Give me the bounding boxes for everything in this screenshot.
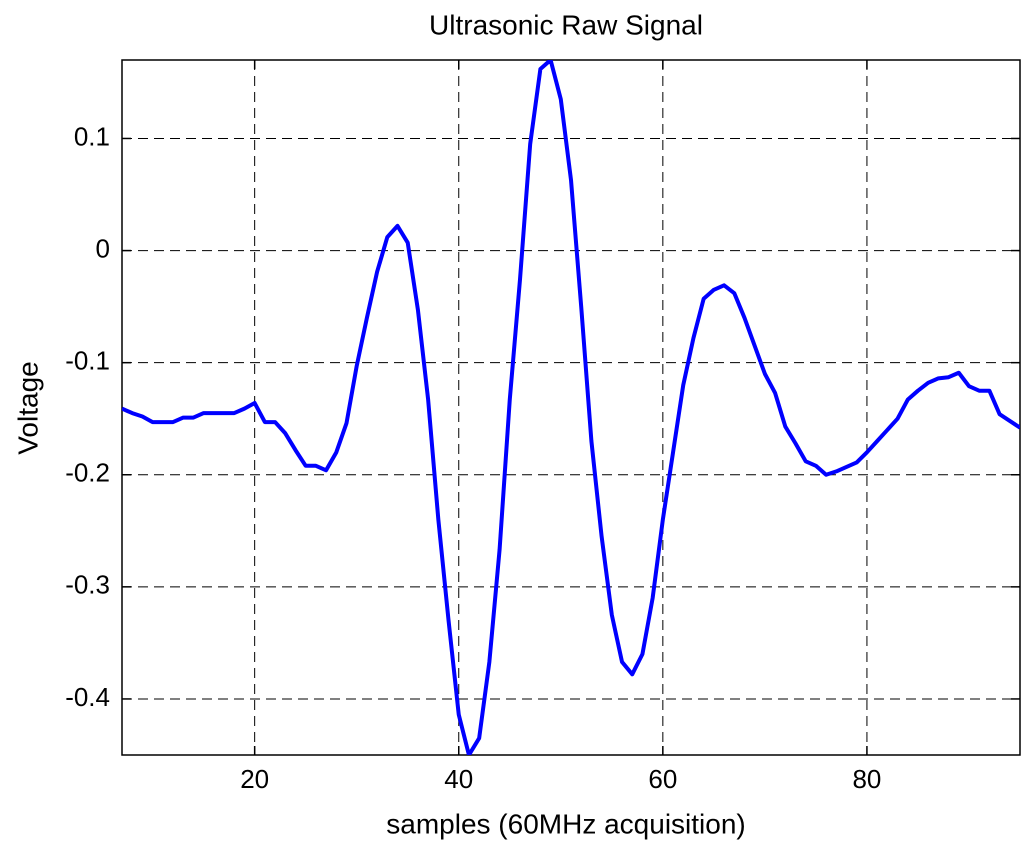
- y-axis-label: Voltage: [12, 361, 43, 454]
- y-tick-label: -0.1: [65, 346, 110, 376]
- y-tick-label: -0.2: [65, 458, 110, 488]
- x-tick-label: 20: [240, 764, 269, 794]
- y-tick-label: -0.4: [65, 682, 110, 712]
- y-tick-label: -0.3: [65, 570, 110, 600]
- plot-frame: [121, 59, 1021, 756]
- x-tick-label: 40: [444, 764, 473, 794]
- x-tick-label: 80: [852, 764, 881, 794]
- x-axis-label: samples (60MHz acquisition): [386, 808, 745, 839]
- chart-title: Ultrasonic Raw Signal: [429, 9, 703, 40]
- y-tick-label: 0: [96, 233, 110, 263]
- signal-line: [122, 60, 1020, 755]
- x-tick-label: 60: [648, 764, 677, 794]
- y-tick-label: 0.1: [74, 121, 110, 151]
